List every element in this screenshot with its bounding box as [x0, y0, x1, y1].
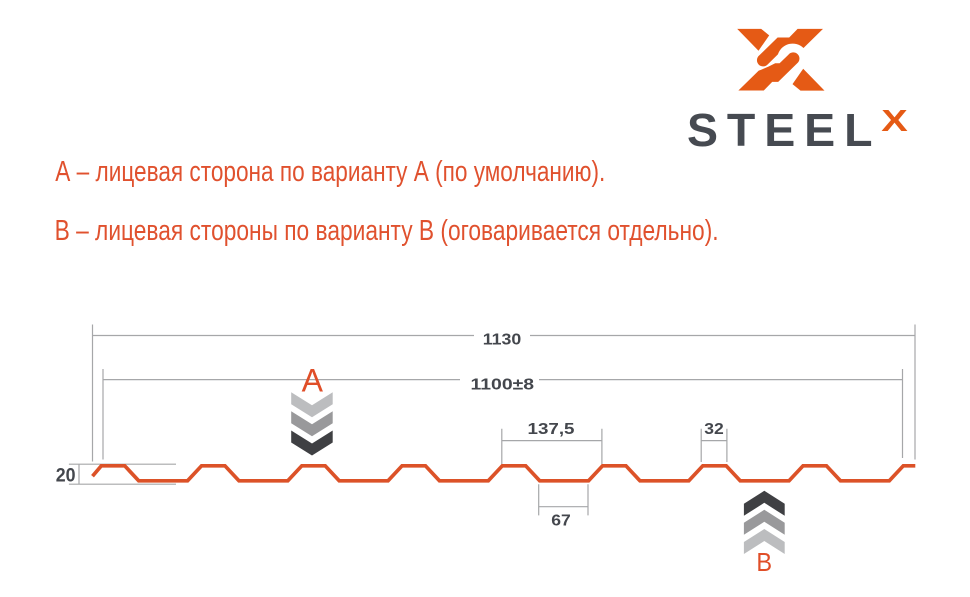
svg-text:32: 32: [704, 421, 724, 438]
svg-text:137,5: 137,5: [528, 421, 575, 438]
svg-text:B: B: [756, 547, 772, 577]
svg-text:X: X: [881, 103, 908, 138]
svg-text:A: A: [302, 362, 324, 398]
svg-text:А – лицевая сторона по вариант: А – лицевая сторона по варианту А (по ум…: [55, 156, 605, 188]
svg-text:STEEL: STEEL: [687, 104, 873, 156]
svg-text:20: 20: [56, 465, 76, 486]
svg-text:1130: 1130: [483, 332, 522, 349]
svg-text:67: 67: [551, 513, 571, 530]
svg-text:1100±8: 1100±8: [471, 377, 535, 394]
svg-text:В – лицевая стороны по вариант: В – лицевая стороны по варианту В (огова…: [55, 215, 719, 247]
